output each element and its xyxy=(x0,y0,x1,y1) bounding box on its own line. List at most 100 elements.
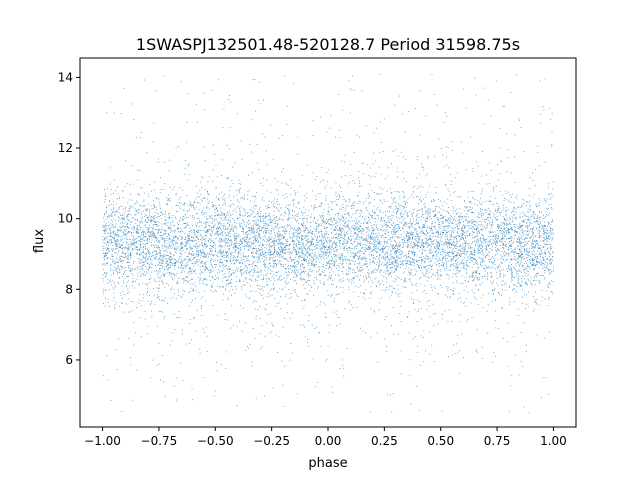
data-point xyxy=(484,219,486,221)
data-point xyxy=(475,243,476,245)
data-point xyxy=(115,302,117,303)
data-point xyxy=(495,210,497,212)
data-point xyxy=(240,244,241,246)
data-point xyxy=(487,99,489,101)
data-point xyxy=(339,368,341,370)
data-point xyxy=(245,322,247,324)
data-point xyxy=(402,239,404,241)
data-point xyxy=(544,78,546,80)
data-point xyxy=(326,131,328,133)
data-point xyxy=(387,249,389,251)
data-point xyxy=(114,233,116,235)
data-point xyxy=(374,212,376,214)
data-point xyxy=(159,277,161,279)
data-point xyxy=(238,267,240,269)
data-point xyxy=(456,243,458,245)
data-point xyxy=(145,221,147,223)
data-point xyxy=(121,217,123,219)
data-point xyxy=(157,259,159,261)
data-point xyxy=(182,247,184,249)
data-point xyxy=(348,263,350,265)
data-point xyxy=(320,202,322,204)
data-point xyxy=(501,280,503,282)
data-point xyxy=(255,241,257,243)
data-point xyxy=(552,271,554,273)
data-point xyxy=(532,240,534,242)
data-point xyxy=(205,212,207,214)
data-point xyxy=(188,163,190,165)
data-point xyxy=(453,216,455,218)
data-point xyxy=(289,226,291,228)
data-point xyxy=(181,237,183,239)
data-point xyxy=(252,301,254,303)
data-point xyxy=(411,258,413,260)
data-point xyxy=(538,234,540,236)
data-point xyxy=(492,221,493,223)
data-point xyxy=(200,298,202,299)
data-point xyxy=(341,230,343,232)
data-point xyxy=(276,263,278,265)
data-point xyxy=(219,261,220,263)
data-point xyxy=(195,298,196,300)
data-point xyxy=(121,302,122,304)
data-point xyxy=(323,242,325,244)
data-point xyxy=(415,222,417,224)
data-point xyxy=(403,281,405,283)
data-point xyxy=(370,237,372,239)
data-point xyxy=(102,236,104,238)
data-point xyxy=(440,237,442,239)
data-point xyxy=(233,204,235,206)
data-point xyxy=(376,251,378,253)
data-point xyxy=(505,220,507,222)
data-point xyxy=(502,289,504,291)
data-point xyxy=(287,260,289,262)
data-point xyxy=(306,218,308,220)
data-point xyxy=(237,218,239,220)
data-point xyxy=(303,278,305,280)
data-point xyxy=(295,229,296,231)
data-point xyxy=(418,174,420,176)
data-point xyxy=(174,265,176,267)
data-point xyxy=(148,228,150,230)
data-point xyxy=(514,354,516,356)
data-point xyxy=(191,302,193,304)
data-point xyxy=(463,239,464,241)
data-point xyxy=(251,243,252,245)
data-point xyxy=(320,238,322,240)
data-point xyxy=(338,275,340,277)
data-point xyxy=(430,284,432,286)
data-point xyxy=(518,374,520,376)
data-point xyxy=(414,262,416,264)
data-point xyxy=(226,242,228,244)
data-point xyxy=(164,239,166,241)
data-point xyxy=(392,231,394,233)
data-point xyxy=(170,298,172,300)
data-point xyxy=(500,241,502,243)
data-point xyxy=(130,270,132,272)
data-point xyxy=(204,212,206,214)
data-point xyxy=(495,240,497,242)
data-point xyxy=(520,241,522,243)
data-point xyxy=(244,237,246,239)
data-point xyxy=(350,175,352,176)
data-point xyxy=(357,224,359,226)
data-point xyxy=(165,230,167,232)
data-point xyxy=(109,279,111,281)
data-point xyxy=(260,348,262,349)
data-point xyxy=(106,252,108,254)
data-point xyxy=(398,245,400,247)
data-point xyxy=(264,257,266,259)
data-point xyxy=(165,210,167,212)
data-point xyxy=(393,233,395,235)
data-point xyxy=(312,172,314,174)
data-point xyxy=(121,262,123,264)
data-point xyxy=(487,246,489,247)
data-point xyxy=(506,245,507,247)
data-point xyxy=(550,197,552,199)
data-point xyxy=(271,245,273,247)
data-point xyxy=(132,268,134,270)
data-point xyxy=(470,256,471,258)
data-point xyxy=(318,192,319,194)
data-point xyxy=(405,159,407,160)
data-point xyxy=(187,275,189,277)
